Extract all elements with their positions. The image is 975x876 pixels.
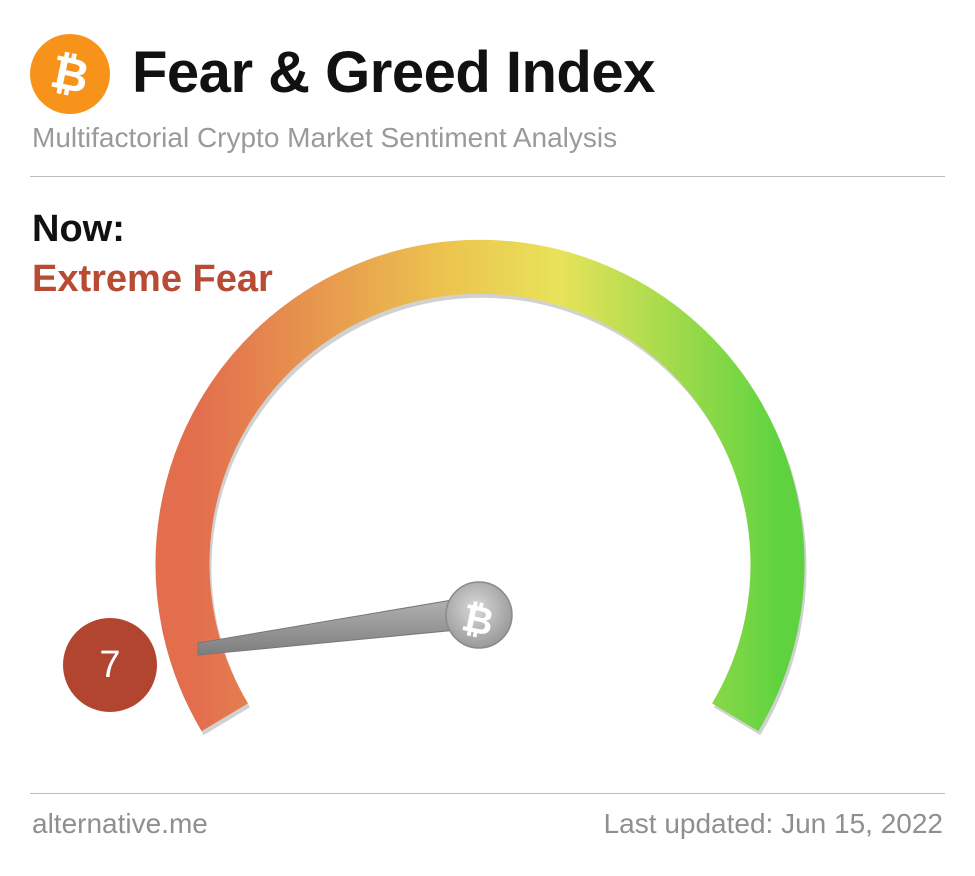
footer-divider <box>30 793 945 794</box>
source-link[interactable]: alternative.me <box>32 808 208 839</box>
gauge-arc <box>155 239 807 736</box>
classification-label: Extreme Fear <box>32 258 273 300</box>
gauge-needle <box>197 595 479 656</box>
page-subtitle: Multifactorial Crypto Market Sentiment A… <box>32 122 618 153</box>
gauge-hub: ₿ <box>445 581 513 649</box>
page-title: Fear & Greed Index <box>132 40 655 105</box>
index-value-badge: 7 <box>63 618 157 712</box>
header: ₿ Fear & Greed Index <box>30 30 945 120</box>
header-divider <box>30 176 945 177</box>
now-label: Now: <box>32 208 125 250</box>
bitcoin-icon: ₿ <box>30 34 110 114</box>
last-updated-text: Last updated: Jun 15, 2022 <box>603 808 943 839</box>
